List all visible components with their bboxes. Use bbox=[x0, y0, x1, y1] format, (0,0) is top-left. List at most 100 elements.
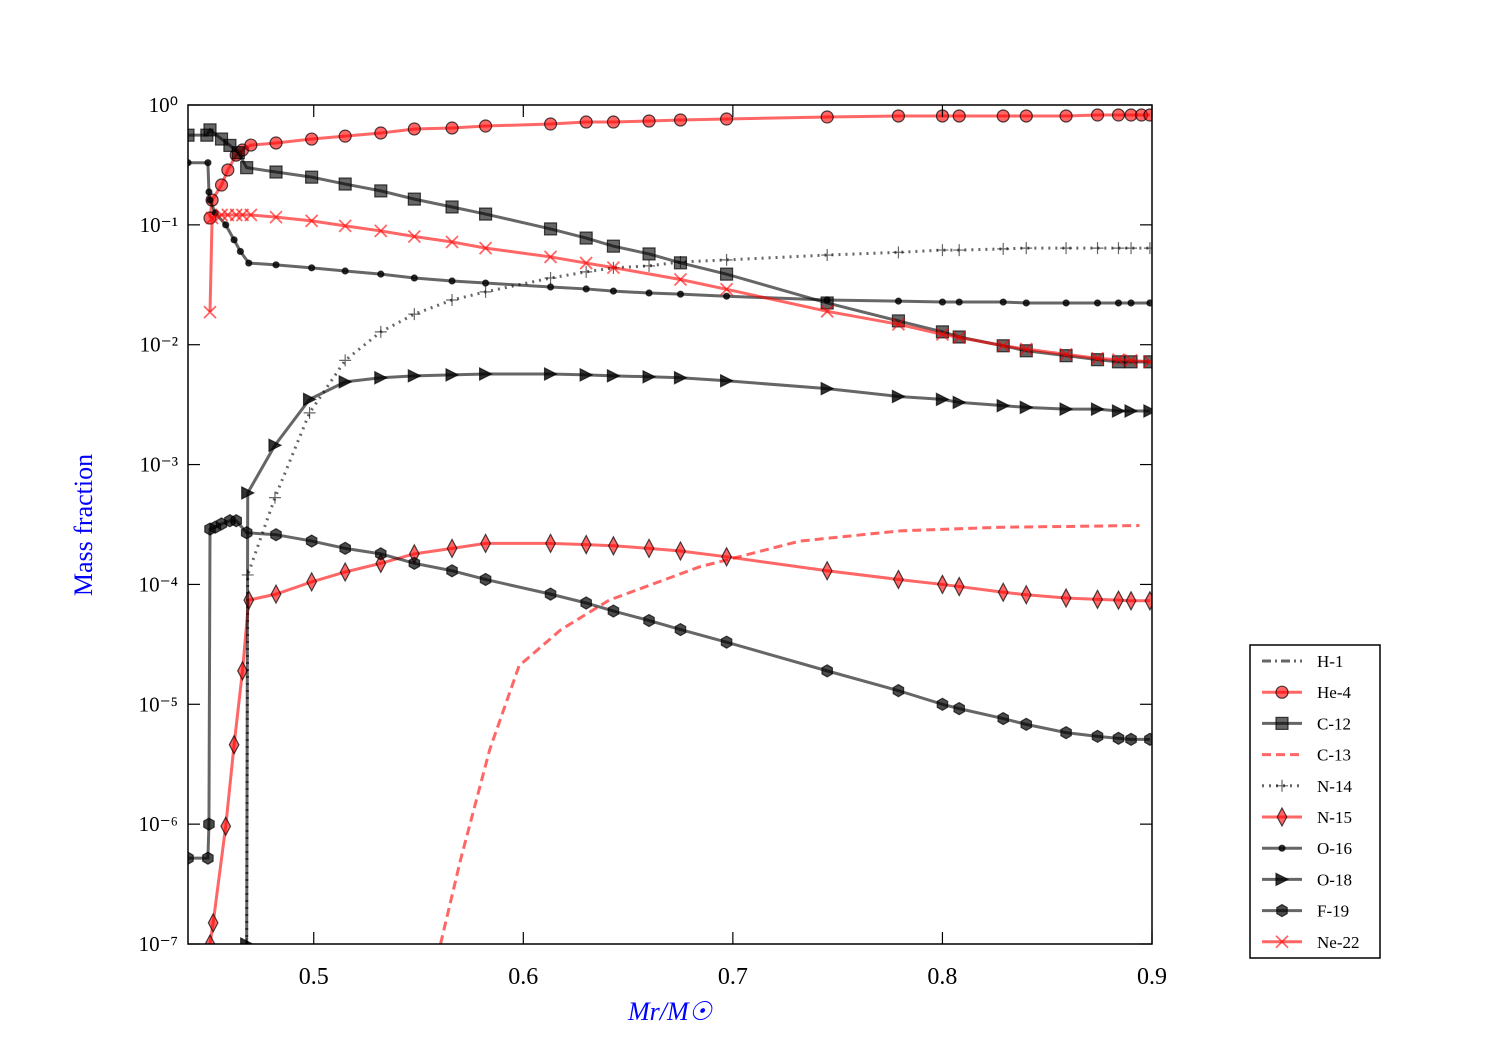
marker bbox=[1020, 584, 1032, 606]
marker bbox=[203, 305, 217, 319]
marker bbox=[308, 264, 316, 272]
marker bbox=[936, 697, 949, 711]
y-tick-label: 10⁻³ bbox=[140, 453, 178, 477]
marker bbox=[997, 711, 1009, 726]
marker bbox=[1124, 353, 1138, 368]
legend-box bbox=[1249, 644, 1381, 959]
marker bbox=[445, 121, 459, 135]
marker bbox=[1112, 242, 1125, 255]
marker bbox=[445, 367, 460, 382]
marker bbox=[820, 381, 835, 396]
marker bbox=[1275, 935, 1289, 949]
marker bbox=[269, 210, 283, 224]
marker bbox=[719, 282, 734, 296]
marker bbox=[953, 244, 966, 257]
marker bbox=[207, 912, 219, 934]
marker bbox=[606, 239, 621, 253]
marker bbox=[1144, 732, 1152, 747]
marker bbox=[582, 285, 590, 293]
marker bbox=[1020, 242, 1033, 255]
marker bbox=[892, 569, 904, 590]
marker bbox=[268, 491, 281, 504]
marker bbox=[936, 244, 949, 257]
marker bbox=[270, 583, 282, 605]
marker bbox=[479, 285, 492, 298]
marker bbox=[408, 308, 421, 321]
marker bbox=[245, 259, 253, 267]
marker bbox=[643, 538, 655, 559]
marker bbox=[1019, 109, 1033, 123]
legend-label: He-4 bbox=[1317, 683, 1351, 702]
marker bbox=[478, 367, 493, 381]
marker bbox=[606, 260, 621, 275]
marker bbox=[302, 392, 317, 407]
marker bbox=[236, 247, 244, 256]
marker bbox=[188, 851, 194, 865]
marker bbox=[996, 109, 1010, 123]
marker bbox=[305, 132, 319, 146]
marker bbox=[1114, 299, 1123, 307]
marker bbox=[204, 159, 212, 167]
marker bbox=[270, 527, 282, 542]
marker bbox=[445, 200, 459, 214]
marker bbox=[1090, 108, 1105, 122]
marker bbox=[244, 208, 258, 222]
marker bbox=[480, 533, 492, 554]
marker bbox=[1144, 590, 1152, 612]
marker bbox=[338, 129, 352, 143]
marker bbox=[448, 277, 456, 285]
marker bbox=[823, 296, 831, 304]
marker bbox=[546, 283, 555, 291]
marker bbox=[374, 224, 388, 238]
marker bbox=[339, 354, 352, 367]
marker bbox=[374, 370, 389, 385]
marker bbox=[543, 222, 558, 236]
legend-label: O-18 bbox=[1317, 870, 1352, 889]
marker bbox=[953, 701, 965, 716]
marker bbox=[204, 933, 216, 944]
marker bbox=[339, 541, 351, 556]
marker bbox=[720, 253, 733, 266]
marker bbox=[579, 115, 593, 129]
marker bbox=[410, 274, 418, 282]
y-tick-label: 10⁻⁴ bbox=[139, 572, 178, 596]
legend-label: H-1 bbox=[1317, 652, 1343, 671]
marker bbox=[202, 851, 214, 865]
marker bbox=[240, 161, 254, 175]
marker bbox=[952, 109, 966, 123]
marker bbox=[609, 287, 618, 295]
marker bbox=[479, 572, 492, 587]
marker bbox=[1059, 402, 1074, 417]
marker bbox=[1143, 355, 1152, 369]
marker bbox=[719, 112, 734, 126]
marker bbox=[1059, 109, 1073, 123]
marker bbox=[446, 538, 458, 559]
marker bbox=[408, 556, 421, 571]
marker bbox=[1111, 355, 1126, 369]
legend-label: N-14 bbox=[1317, 777, 1352, 796]
marker bbox=[1275, 872, 1290, 887]
marker bbox=[821, 560, 833, 582]
marker bbox=[214, 208, 229, 222]
marker bbox=[445, 235, 459, 249]
marker bbox=[544, 587, 557, 601]
marker bbox=[1062, 299, 1070, 307]
marker bbox=[997, 242, 1010, 255]
legend-label: C-13 bbox=[1317, 746, 1351, 765]
marker bbox=[1060, 587, 1072, 609]
marker bbox=[1020, 717, 1033, 732]
legend-label: Ne-22 bbox=[1317, 933, 1359, 952]
marker bbox=[268, 438, 283, 453]
marker bbox=[579, 231, 593, 245]
marker bbox=[478, 241, 493, 255]
marker bbox=[642, 114, 656, 128]
marker bbox=[1143, 242, 1152, 255]
marker bbox=[222, 221, 230, 229]
x-tick-label: 0.8 bbox=[927, 964, 957, 990]
marker bbox=[230, 236, 238, 244]
marker bbox=[674, 255, 687, 268]
marker bbox=[377, 270, 385, 278]
marker bbox=[481, 279, 490, 287]
marker bbox=[244, 138, 258, 152]
marker bbox=[338, 177, 352, 191]
